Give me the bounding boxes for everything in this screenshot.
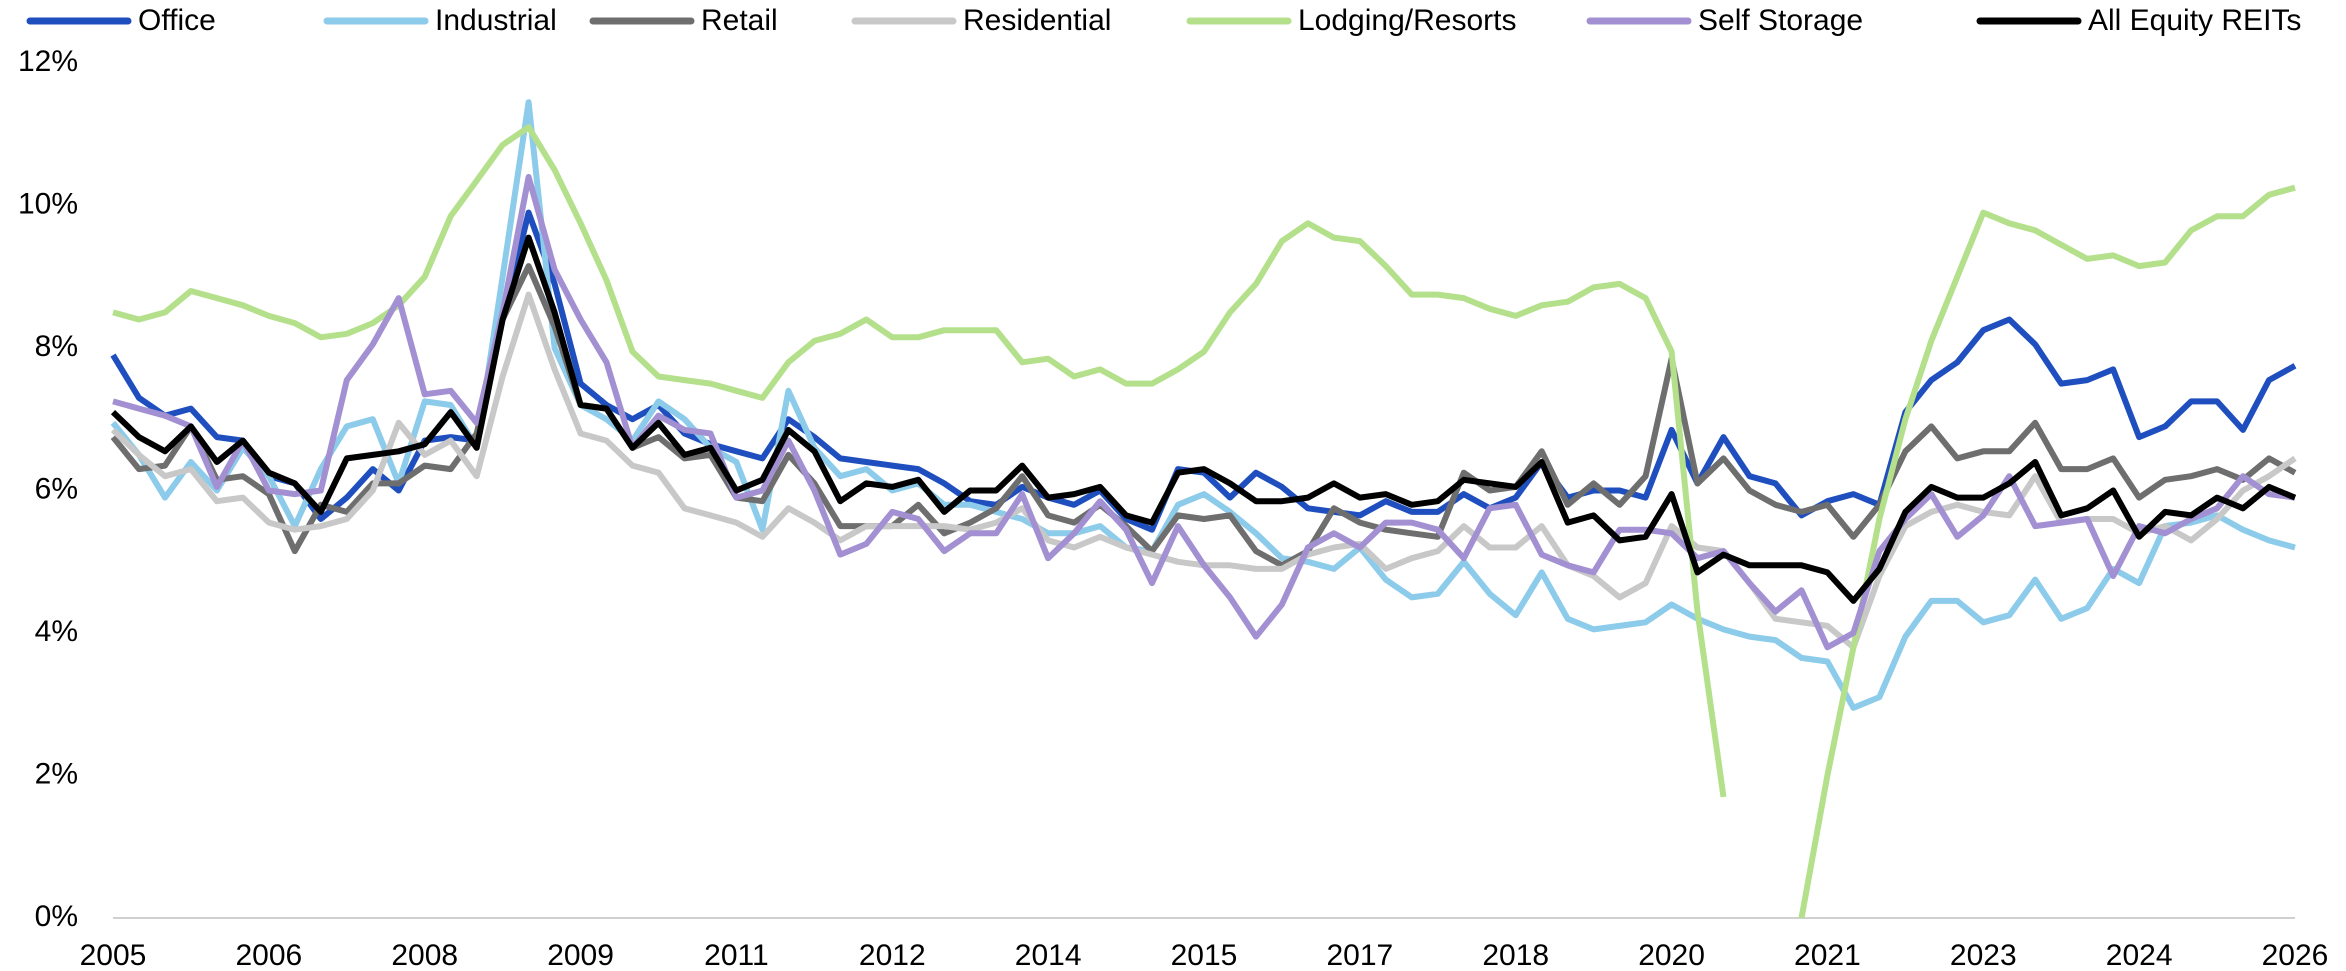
legend-label: Self Storage bbox=[1698, 4, 1863, 37]
x-tick-label: 2020 bbox=[1638, 939, 1705, 971]
series-line bbox=[110, 209, 2297, 533]
x-tick-label: 2021 bbox=[1794, 939, 1861, 971]
legend-label: Industrial bbox=[435, 4, 557, 37]
y-tick-label: 12% bbox=[18, 45, 78, 78]
legend-label: Office bbox=[138, 4, 216, 37]
series-line bbox=[112, 124, 2296, 919]
y-tick-label: 6% bbox=[35, 472, 78, 505]
series-line bbox=[110, 234, 2297, 604]
series-line bbox=[112, 174, 2296, 651]
x-tick-label: 2018 bbox=[1482, 939, 1549, 971]
x-tick-label: 2015 bbox=[1171, 939, 1238, 971]
x-tick-label: 2014 bbox=[1015, 939, 1082, 971]
legend-label: Residential bbox=[963, 4, 1111, 37]
x-tick-label: 2017 bbox=[1326, 939, 1393, 971]
x-tick-label: 2011 bbox=[704, 939, 769, 971]
y-tick-label: 4% bbox=[35, 615, 78, 648]
legend-label: Retail bbox=[701, 4, 778, 37]
legend-label: All Equity REITs bbox=[2088, 4, 2301, 37]
series-line bbox=[110, 99, 2296, 711]
y-tick-label: 0% bbox=[35, 900, 78, 933]
x-tick-label: 2008 bbox=[391, 939, 458, 971]
x-tick-label: 2005 bbox=[80, 939, 147, 971]
x-tick-label: 2009 bbox=[547, 939, 614, 971]
y-tick-label: 8% bbox=[35, 330, 78, 363]
x-tick-label: 2026 bbox=[2262, 939, 2329, 971]
x-tick-label: 2006 bbox=[235, 939, 302, 971]
y-tick-label: 10% bbox=[18, 187, 78, 220]
x-tick-label: 2024 bbox=[2106, 939, 2173, 971]
x-tick-label: 2012 bbox=[859, 939, 926, 971]
legend-label: Lodging/Resorts bbox=[1298, 4, 1516, 37]
x-tick-label: 2023 bbox=[1950, 939, 2017, 971]
series-line bbox=[110, 263, 2297, 569]
y-tick-label: 2% bbox=[35, 757, 78, 790]
